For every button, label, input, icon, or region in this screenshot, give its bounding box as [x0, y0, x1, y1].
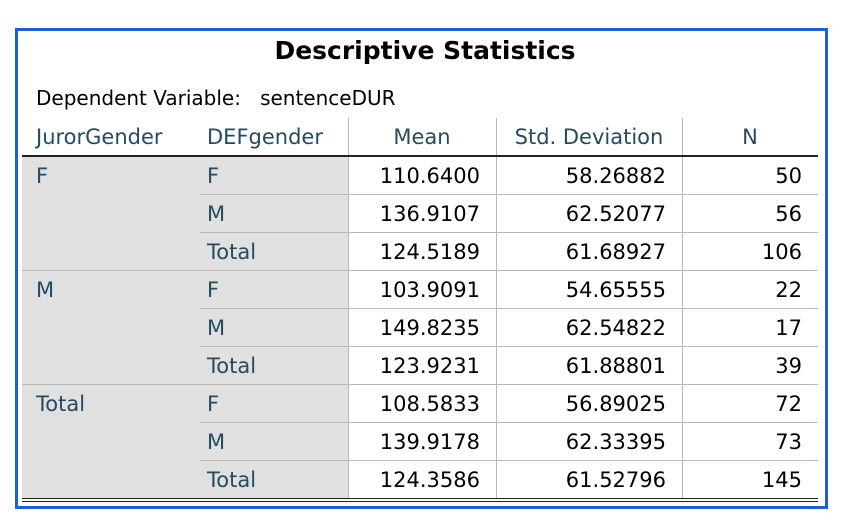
table-frame [15, 28, 828, 509]
cell-value: 110.6400 [379, 164, 480, 188]
cell-value: 39 [775, 354, 802, 378]
cell-value: 17 [775, 316, 802, 340]
row-label: Total [200, 461, 348, 499]
row-label: M [200, 195, 348, 233]
cell-value: 123.9231 [379, 354, 480, 378]
row-label: F [200, 157, 348, 195]
column-header: Mean [393, 125, 451, 149]
cell-value: 149.8235 [379, 316, 480, 340]
group-rule [22, 270, 818, 271]
cell-value: 139.9178 [379, 430, 480, 454]
row-rule [200, 194, 818, 195]
row-group-label: M [22, 271, 200, 385]
cell-value: 22 [775, 278, 802, 302]
cell-value: 136.9107 [379, 202, 480, 226]
cell-value: 56.89025 [565, 392, 666, 416]
cell-value: 106 [761, 240, 802, 264]
dependent-variable: Dependent Variable: sentenceDUR [36, 86, 396, 110]
column-header: DEFgender [207, 125, 323, 149]
column-header: Std. Deviation [514, 125, 664, 149]
cell-value: 54.65555 [565, 278, 666, 302]
row-rule [200, 460, 818, 461]
cell-value: 56 [775, 202, 802, 226]
cell-value: 62.54822 [565, 316, 666, 340]
group-rule [22, 384, 818, 385]
table-title: Descriptive Statistics [274, 36, 576, 65]
cell-value: 108.5833 [379, 392, 480, 416]
cell-value: 145 [761, 468, 802, 492]
row-label: Total [200, 233, 348, 271]
row-label: M [200, 309, 348, 347]
row-rule [200, 422, 818, 423]
bottom-rule [22, 501, 818, 502]
row-group-label: Total [22, 385, 200, 499]
row-label: Total [200, 347, 348, 385]
row-rule [200, 232, 818, 233]
column-header: N [742, 125, 758, 149]
cell-value: 61.88801 [565, 354, 666, 378]
cell-value: 72 [775, 392, 802, 416]
cell-value: 61.52796 [565, 468, 666, 492]
row-rule [200, 346, 818, 347]
dependent-label: Dependent Variable: [36, 86, 241, 110]
row-label: F [200, 385, 348, 423]
cell-value: 62.52077 [565, 202, 666, 226]
column-header: JurorGender [36, 125, 163, 149]
row-rule [200, 308, 818, 309]
cell-value: 58.26882 [565, 164, 666, 188]
cell-value: 50 [775, 164, 802, 188]
cell-value: 61.68927 [565, 240, 666, 264]
cell-value: 124.5189 [379, 240, 480, 264]
cell-value: 73 [775, 430, 802, 454]
row-group-label: F [22, 157, 200, 271]
row-label: M [200, 423, 348, 461]
dependent-name: sentenceDUR [260, 86, 396, 110]
cell-value: 124.3586 [379, 468, 480, 492]
header-rule [22, 155, 818, 157]
row-label: F [200, 271, 348, 309]
bottom-rule [22, 498, 818, 499]
cell-value: 103.9091 [379, 278, 480, 302]
cell-value: 62.33395 [565, 430, 666, 454]
